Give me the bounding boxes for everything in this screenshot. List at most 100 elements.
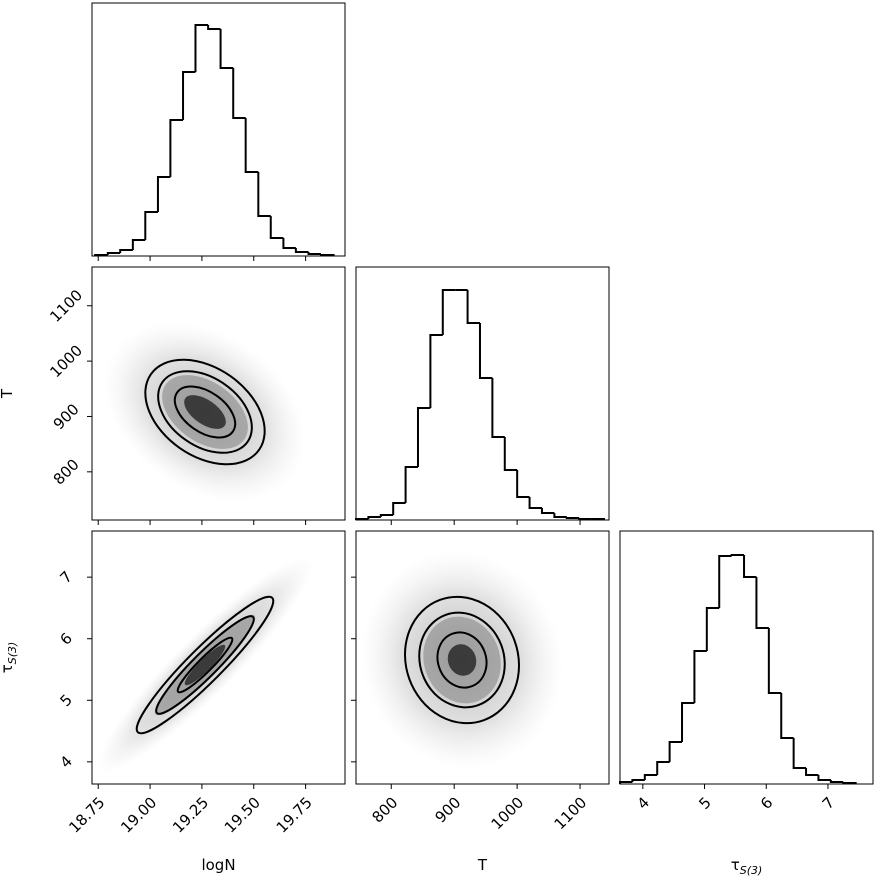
y-tick-label: 800 — [50, 456, 83, 489]
contour — [155, 615, 255, 715]
hist-bin — [805, 768, 819, 776]
contour — [157, 370, 253, 454]
hist-bin — [817, 775, 831, 781]
hist-bin — [282, 238, 296, 249]
hist-bin — [404, 466, 418, 503]
panel-frame — [91, 530, 346, 785]
x-tick-label: 5 — [695, 794, 714, 813]
hist-bin — [478, 323, 493, 379]
y-axis-label: T — [0, 388, 16, 399]
x-tick-label: 800 — [369, 794, 402, 827]
density-peak — [184, 395, 226, 429]
hist-bin — [540, 508, 555, 514]
hist-bin — [429, 334, 443, 408]
hist-bin — [755, 577, 769, 629]
density-logN-tau — [96, 556, 314, 774]
hist-bin — [307, 252, 321, 255]
hist-bin — [244, 118, 259, 173]
hist-bin — [207, 25, 221, 30]
density-peak — [184, 644, 226, 686]
hist-bin — [156, 176, 171, 212]
label-sub: S(3) — [740, 864, 763, 877]
x-axis-label: logN — [201, 856, 235, 874]
x-tick-label: 1100 — [551, 794, 591, 834]
y-tick-label: 4 — [56, 752, 75, 771]
panel-frame — [355, 266, 610, 521]
x-tick-label: 900 — [431, 794, 464, 827]
hist-bin — [269, 216, 284, 239]
y-tick-label: 1100 — [46, 286, 86, 326]
x-tick-label: 7 — [819, 794, 838, 813]
contour — [173, 385, 237, 439]
hist-bin — [553, 513, 567, 518]
contour — [404, 595, 520, 725]
hist-bin — [656, 761, 670, 775]
panel-frame — [91, 266, 346, 521]
contour — [436, 631, 488, 689]
y-tick-label: 900 — [50, 400, 83, 433]
hist-bin — [705, 607, 720, 651]
hist-bin — [194, 24, 209, 72]
y-tick-label: 1000 — [46, 341, 86, 381]
hist-bin — [565, 517, 580, 519]
hist-bin — [441, 289, 456, 335]
hist-bin — [232, 68, 246, 119]
hist-bin — [392, 502, 406, 515]
hist-bin — [643, 774, 658, 780]
y-tick-label: 6 — [56, 629, 75, 648]
x-tick-label: 19.75 — [273, 794, 316, 837]
x-axis-label: τS(3) — [731, 856, 763, 877]
panel-frame — [355, 530, 610, 785]
hist-bin — [119, 249, 133, 253]
hist-bin — [528, 497, 542, 509]
hist-bin — [503, 437, 518, 471]
x-tick-label: 1000 — [488, 794, 528, 834]
hist-bin — [131, 239, 146, 250]
x-axis-label: T — [477, 856, 488, 874]
hist-bin — [169, 119, 184, 177]
contour — [135, 595, 275, 735]
hist-bin — [730, 554, 745, 556]
hist-bin — [257, 172, 271, 217]
hist-bin — [718, 555, 732, 608]
label-main: τ — [731, 856, 740, 874]
hist-bin — [578, 518, 592, 520]
hist-bin — [367, 516, 381, 519]
x-tick-label: 19.25 — [169, 794, 212, 837]
hist-bin — [516, 470, 530, 498]
density-logN-T — [104, 322, 306, 502]
x-tick-label: 4 — [634, 794, 653, 813]
panel-frame — [619, 530, 874, 785]
hist-bin — [829, 780, 844, 783]
hist-bin — [294, 248, 309, 253]
label-main: τ — [0, 664, 16, 673]
hist-bin — [379, 514, 394, 517]
hist-bin — [780, 693, 794, 739]
label-sub: S(3) — [6, 642, 19, 665]
hist-bin — [792, 738, 807, 769]
hist-bin — [767, 628, 782, 694]
y-tick-label: 5 — [56, 691, 75, 710]
density-peak — [447, 644, 477, 676]
hist-bin — [466, 290, 480, 324]
hist-bin — [681, 702, 695, 742]
hist-bin — [743, 555, 757, 578]
hist-bin — [491, 378, 505, 438]
hist-bin — [668, 741, 683, 762]
contour — [176, 636, 234, 694]
density-T-tau — [360, 551, 564, 769]
x-tick-label: 19.00 — [117, 794, 160, 837]
hist-bin — [631, 779, 645, 782]
hist-bin — [182, 71, 196, 120]
hist-bin — [693, 650, 707, 703]
contour — [144, 358, 266, 466]
hist-bin — [106, 252, 121, 255]
hist-bin — [144, 211, 158, 240]
hist-bin — [416, 407, 431, 467]
y-tick-label: 7 — [56, 568, 75, 587]
x-tick-label: 19.50 — [221, 794, 264, 837]
y-axis-label: τS(3) — [0, 642, 19, 674]
x-tick-label: 6 — [757, 794, 776, 813]
x-tick-label: 18.75 — [65, 794, 108, 837]
